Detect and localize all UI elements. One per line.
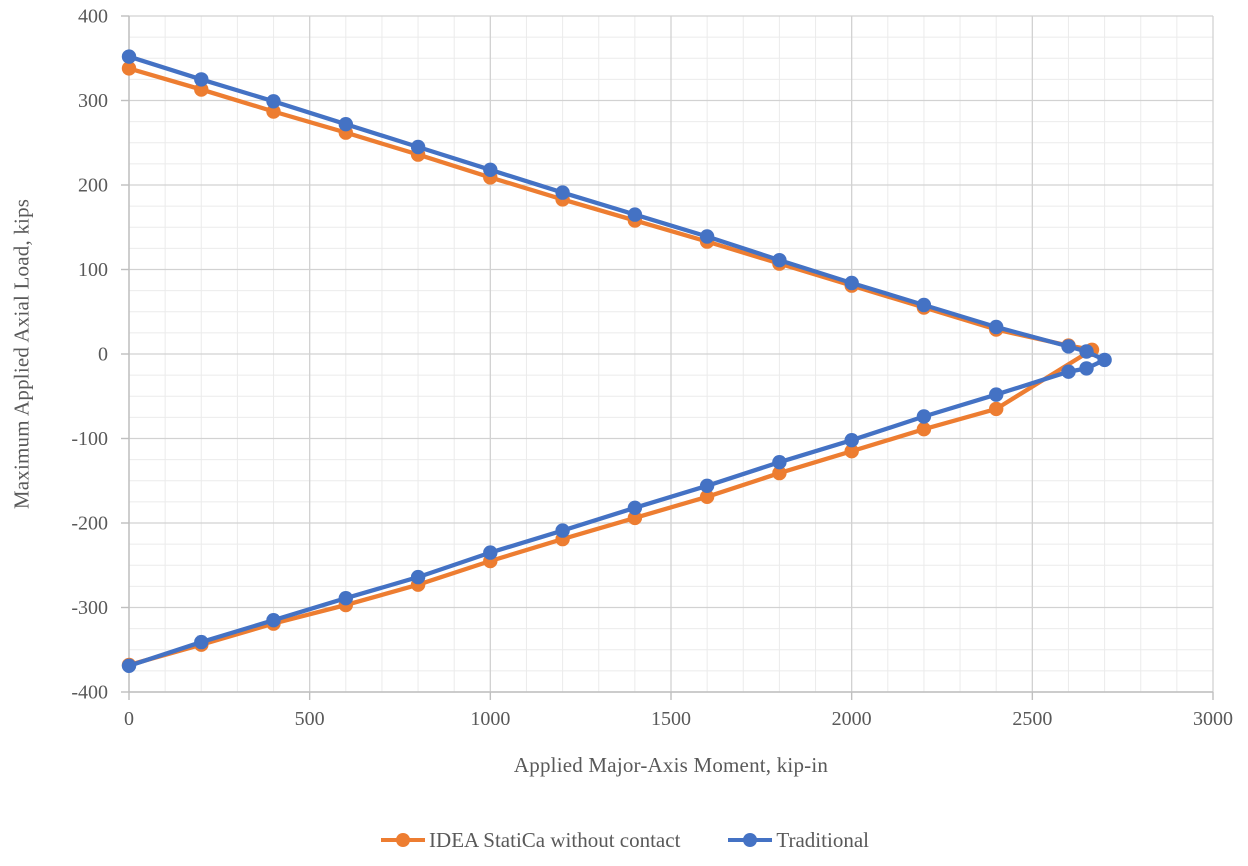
series-marker-1 [410, 569, 426, 585]
series-marker-1 [1097, 352, 1112, 368]
series-marker-0 [989, 401, 1004, 417]
series-marker-1 [121, 49, 137, 64]
series-marker-1 [916, 409, 932, 424]
series-marker-1 [1079, 361, 1094, 376]
series-marker-1 [338, 117, 353, 132]
y-tick-label: 100 [78, 259, 108, 281]
x-tick-label: 2500 [1012, 708, 1052, 730]
legend-item-traditional: Traditional [726, 828, 869, 853]
series-marker-1 [1061, 339, 1076, 354]
y-axis-title: Maximum Applied Axial Load, kips [9, 198, 34, 510]
series-marker-1 [266, 613, 281, 628]
series-marker-0 [121, 61, 137, 76]
series-marker-1 [627, 500, 643, 515]
x-tick-label: 0 [124, 708, 134, 730]
x-axis-title: Applied Major-Axis Moment, kip-in [513, 753, 829, 777]
series-marker-1 [266, 94, 281, 109]
series-marker-1 [483, 162, 498, 177]
y-tick-label: -400 [71, 682, 108, 704]
series-marker-1 [555, 523, 570, 538]
series-marker-0 [194, 82, 209, 97]
series-marker-1 [844, 275, 859, 291]
x-tick-label: 2000 [832, 708, 872, 730]
series-marker-1 [772, 253, 787, 268]
series-marker-0 [627, 510, 643, 526]
legend-label-idea-statica: IDEA StatiCa without contact [429, 827, 681, 852]
y-tick-label: -200 [71, 513, 108, 535]
series-marker-1 [338, 591, 353, 606]
y-tick-label: -100 [71, 428, 108, 450]
series-marker-1 [699, 229, 715, 244]
y-tick-label: 200 [78, 175, 108, 197]
series-line-1 [126, 54, 1107, 668]
series-marker-1 [699, 478, 715, 493]
series-marker-0 [266, 104, 281, 119]
series-marker-0 [699, 489, 715, 504]
legend-label-traditional: Traditional [776, 827, 869, 852]
y-tick-label: -300 [71, 597, 108, 619]
x-tick-label: 1000 [470, 708, 510, 730]
series-marker-1 [410, 139, 426, 155]
series-marker-0 [916, 422, 932, 437]
series-marker-1 [916, 297, 932, 313]
series-marker-1 [483, 545, 498, 560]
legend-marker-line-icon [381, 833, 426, 847]
series-marker-1 [1061, 364, 1076, 379]
y-tick-label: 400 [78, 6, 108, 28]
series-marker-1 [121, 658, 137, 673]
legend-marker-line-icon [728, 833, 773, 847]
y-tick-label: 0 [98, 344, 108, 366]
legend: IDEA StatiCa without contact Traditional [0, 820, 1248, 860]
series-marker-1 [989, 319, 1004, 335]
series-marker-0 [844, 444, 859, 459]
series-marker-1 [772, 455, 787, 470]
series-marker-0 [772, 465, 787, 481]
legend-item-idea-statica: IDEA StatiCa without contact [379, 828, 680, 853]
x-tick-label: 500 [295, 708, 325, 730]
y-tick-label: 300 [78, 90, 108, 112]
x-tick-label: 3000 [1193, 708, 1233, 730]
series-marker-1 [627, 207, 643, 222]
series-marker-1 [194, 634, 209, 650]
x-tick-label: 1500 [651, 708, 691, 730]
series-marker-1 [1079, 344, 1094, 359]
series-marker-1 [844, 433, 859, 448]
series-marker-1 [989, 387, 1004, 402]
series-marker-1 [194, 72, 209, 87]
series-marker-1 [555, 185, 570, 200]
